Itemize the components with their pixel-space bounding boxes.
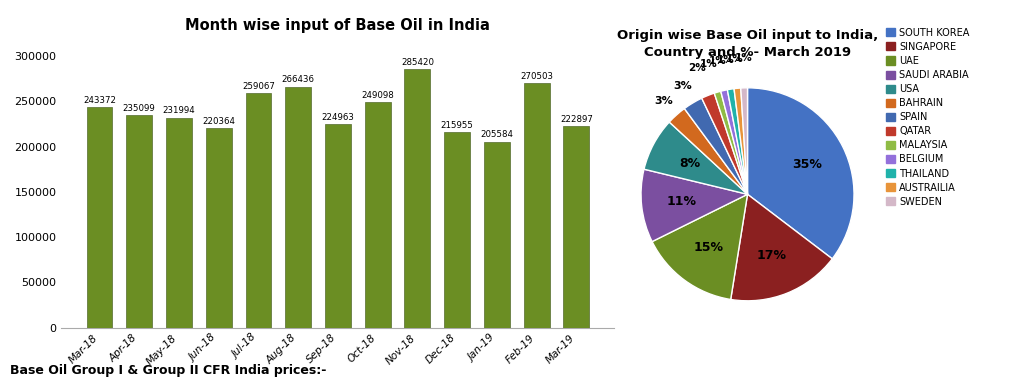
Text: 17%: 17% xyxy=(757,249,787,262)
Wedge shape xyxy=(644,122,748,194)
Bar xyxy=(325,124,351,328)
Text: 224963: 224963 xyxy=(322,113,354,122)
Text: 249098: 249098 xyxy=(361,91,394,100)
Text: Base Oil Group I & Group II CFR India prices:-: Base Oil Group I & Group II CFR India pr… xyxy=(10,364,327,377)
Wedge shape xyxy=(670,109,748,194)
Bar xyxy=(246,93,271,328)
Bar xyxy=(365,102,390,328)
Text: 215955: 215955 xyxy=(440,121,473,130)
Text: 3%: 3% xyxy=(654,96,673,106)
Bar xyxy=(563,126,589,328)
Wedge shape xyxy=(715,91,748,194)
Wedge shape xyxy=(727,89,748,194)
Text: 1%: 1% xyxy=(700,59,718,69)
Wedge shape xyxy=(721,90,748,194)
Text: 35%: 35% xyxy=(792,158,821,171)
Text: 243372: 243372 xyxy=(83,96,116,105)
Text: 2%: 2% xyxy=(688,63,706,73)
Bar xyxy=(404,69,430,328)
Title: Origin wise Base Oil input to India,
Country and %- March 2019: Origin wise Base Oil input to India, Cou… xyxy=(616,29,879,59)
Wedge shape xyxy=(740,88,748,194)
Text: 222897: 222897 xyxy=(560,115,593,124)
Text: 205584: 205584 xyxy=(480,130,513,139)
Legend: SOUTH KOREA, SINGAPORE, UAE, SAUDI ARABIA, USA, BAHRAIN, SPAIN, QATAR, MALAYSIA,: SOUTH KOREA, SINGAPORE, UAE, SAUDI ARABI… xyxy=(886,28,970,207)
Text: 15%: 15% xyxy=(693,241,723,254)
Bar xyxy=(444,132,470,328)
Text: 8%: 8% xyxy=(679,157,699,170)
Text: 1%: 1% xyxy=(726,54,743,64)
Wedge shape xyxy=(701,93,748,194)
Text: 270503: 270503 xyxy=(520,72,553,81)
Text: 1%: 1% xyxy=(717,55,735,65)
Text: 220364: 220364 xyxy=(202,117,236,126)
Text: 259067: 259067 xyxy=(242,82,274,91)
Text: 1%: 1% xyxy=(734,53,752,63)
Bar xyxy=(126,115,153,328)
Text: 231994: 231994 xyxy=(163,106,196,115)
Text: 285420: 285420 xyxy=(401,58,434,67)
Bar xyxy=(87,107,113,328)
Bar xyxy=(523,83,550,328)
Title: Month wise input of Base Oil in India: Month wise input of Base Oil in India xyxy=(185,18,490,33)
Wedge shape xyxy=(748,88,854,259)
Wedge shape xyxy=(734,88,748,194)
Bar xyxy=(206,128,231,328)
Text: 266436: 266436 xyxy=(282,75,314,84)
Bar xyxy=(484,142,510,328)
Text: 235099: 235099 xyxy=(123,104,156,113)
Wedge shape xyxy=(641,169,748,242)
Wedge shape xyxy=(652,194,748,299)
Text: 11%: 11% xyxy=(667,195,697,208)
Wedge shape xyxy=(731,194,833,301)
Bar xyxy=(286,86,311,328)
Text: 1%: 1% xyxy=(709,56,726,66)
Bar xyxy=(166,118,191,328)
Wedge shape xyxy=(684,98,748,194)
Text: 3%: 3% xyxy=(674,82,692,91)
